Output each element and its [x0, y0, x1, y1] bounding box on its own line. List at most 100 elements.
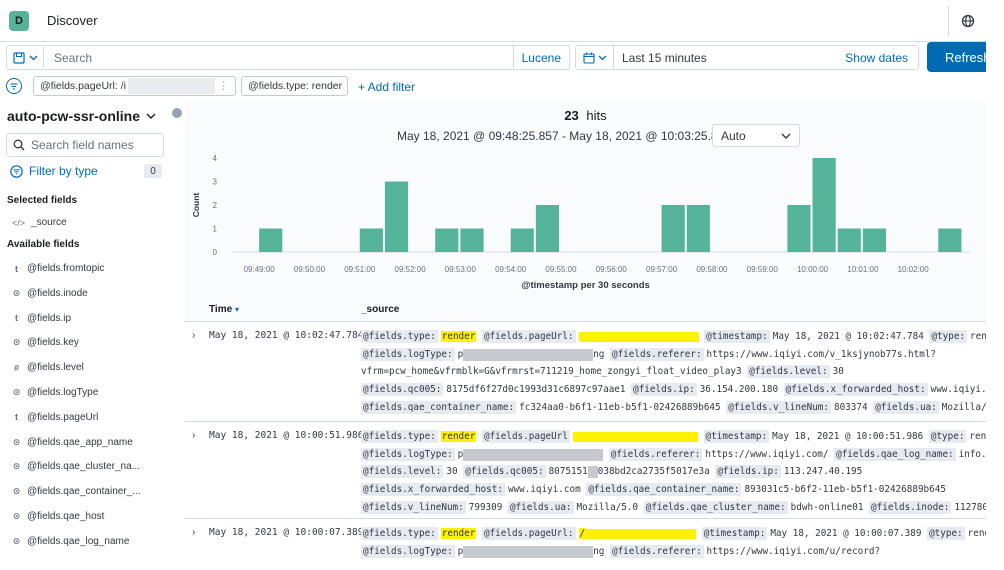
histogram-bar[interactable]: [938, 228, 962, 253]
field-item[interactable]: ⊙ @fields.qae_cluster_na...: [12, 461, 140, 472]
selected-fields-title: Selected fields: [7, 195, 78, 206]
collapse-sidebar-icon[interactable]: [172, 108, 182, 118]
filter-by-type-label: Filter by type: [29, 164, 98, 178]
y-tick-label: 4: [213, 154, 218, 163]
interval-select[interactable]: Auto: [712, 124, 800, 147]
field-name: @fields.level: [27, 362, 84, 374]
field-name: @fields.pageUrl: [27, 411, 99, 423]
add-filter-button[interactable]: + Add filter: [358, 80, 416, 94]
search-input[interactable]: [54, 50, 514, 65]
y-axis-label: Count: [191, 193, 201, 218]
histogram-bar[interactable]: [787, 205, 811, 252]
field-type-code-icon: </>: [12, 217, 26, 228]
field-key: @fields.ip:: [631, 383, 697, 396]
quick-select-button[interactable]: [576, 46, 614, 69]
interval-value: Auto: [721, 128, 746, 143]
time-column-header[interactable]: Time ▾: [209, 304, 239, 315]
top-header: D Discover: [0, 0, 986, 42]
field-sidebar: auto-pcw-ssr-online Filter by type 0 Sel…: [0, 100, 185, 570]
field-key: @timestamp:: [701, 527, 768, 540]
histogram-bar[interactable]: [686, 205, 710, 252]
field-value: 36.154.200.180: [699, 384, 779, 395]
field-value: Mozilla/5.0: [941, 402, 986, 413]
x-tick-label: 09:55:00: [545, 265, 577, 274]
field-item[interactable]: ⊙ @fields.inode: [12, 288, 88, 299]
field-value-highlight: render: [440, 528, 477, 539]
chart-x-axis-label: @timestamp per 30 seconds: [521, 280, 650, 291]
field-item[interactable]: t @fields.fromtopic: [12, 263, 104, 274]
source-line: @fields.v_lineNum: 799309 @fields.ua: Mozi…: [361, 501, 986, 515]
field-type-icon: ⊙: [12, 337, 21, 348]
histogram-bar[interactable]: [359, 228, 383, 253]
filter-pill-type[interactable]: @fields.type: render ×: [241, 76, 348, 96]
field-item[interactable]: ⊙ @fields.qae_container_...: [12, 486, 141, 497]
histogram-bar[interactable]: [812, 158, 836, 252]
row-timestamp: May 18, 2021 @ 10:00:07.389: [209, 527, 364, 538]
filter-options-button[interactable]: [6, 78, 22, 94]
help-menu-button[interactable]: [948, 6, 986, 36]
show-dates-link[interactable]: Show dates: [845, 50, 908, 65]
field-key: @type:: [928, 430, 967, 443]
expand-row-icon[interactable]: ›: [192, 330, 196, 341]
histogram-bar[interactable]: [661, 205, 685, 252]
source-line: @fields.level: 30 @fields.qc005: 8075151 03…: [361, 465, 986, 479]
redacted-region: [578, 331, 699, 342]
field-item[interactable]: t @fields.pageUrl: [12, 412, 98, 423]
field-item[interactable]: ⊙ @fields.qae_log_name: [12, 536, 130, 547]
redacted-region: [587, 465, 598, 478]
x-tick-label: 10:00:00: [797, 265, 829, 274]
field-search-input[interactable]: [31, 138, 161, 152]
field-item[interactable]: t @fields.ip: [12, 313, 71, 324]
field-value: 30: [446, 466, 458, 477]
x-tick-label: 09:56:00: [596, 265, 628, 274]
saved-query-button[interactable]: [6, 45, 44, 70]
histogram-bar[interactable]: [510, 228, 534, 253]
filter-by-type-button[interactable]: Filter by type: [10, 164, 98, 178]
field-value: 113.247.40.195: [783, 466, 863, 477]
field-value: render: [970, 331, 986, 342]
time-range-label[interactable]: Last 15 minutes: [622, 50, 707, 65]
field-item[interactable]: # @fields.level: [12, 362, 84, 373]
histogram-bar[interactable]: [862, 228, 886, 253]
field-value: fc324aa0-b6f1-11eb-b5f1-02426889b645: [519, 402, 721, 413]
field-item[interactable]: ⊙ @fields.key: [12, 337, 79, 348]
field-item-source[interactable]: </> _source: [12, 217, 67, 228]
histogram-bar[interactable]: [259, 228, 283, 253]
redacted-region: [463, 545, 594, 558]
source-line: @fields.type: render @fields.pageUrl: / @t…: [361, 527, 986, 541]
window-edge: [986, 0, 1004, 570]
query-language-button[interactable]: Lucene: [512, 46, 569, 69]
field-name: @fields.qae_app_name: [27, 436, 133, 448]
table-row[interactable]: › May 18, 2021 @ 10:00:07.389 @fields.ty…: [185, 519, 986, 570]
histogram-bar[interactable]: [535, 205, 559, 252]
expand-row-icon[interactable]: ›: [192, 430, 196, 441]
field-item[interactable]: ⊙ @fields.qae_host: [12, 511, 105, 522]
table-row[interactable]: › May 18, 2021 @ 10:00:51.986 @fields.ty…: [185, 422, 986, 519]
refresh-button[interactable]: Refresh: [927, 42, 986, 72]
app-badge[interactable]: D: [9, 10, 29, 31]
index-pattern-selector[interactable]: auto-pcw-ssr-online: [7, 108, 156, 124]
index-pattern-name: auto-pcw-ssr-online: [7, 108, 141, 124]
field-item[interactable]: ⊙ @fields.logType: [12, 387, 99, 398]
filter-pill-page-url[interactable]: @fields.pageUrl: /i ⋮: [33, 76, 236, 96]
field-value: info.log: [958, 449, 986, 460]
redacted-region: [572, 431, 698, 442]
field-key: @fields.level:: [747, 365, 830, 378]
date-picker: Last 15 minutes Show dates: [575, 45, 919, 70]
field-key: @fields.type:: [361, 330, 438, 343]
field-key: @type:: [929, 330, 968, 343]
source-line: @fields.logType: p ng @fields.referer: http…: [361, 348, 986, 362]
histogram-bar[interactable]: [460, 228, 484, 253]
field-value: render: [967, 528, 986, 539]
histogram-bar[interactable]: [384, 181, 409, 253]
filter-icon: [10, 82, 18, 90]
expand-row-icon[interactable]: ›: [192, 527, 196, 538]
histogram-bar[interactable]: [837, 228, 861, 253]
histogram-bar[interactable]: [435, 228, 459, 253]
field-item[interactable]: ⊙ @fields.qae_app_name: [12, 437, 133, 448]
field-type-icon: t: [15, 412, 18, 423]
field-value: https://www.iqiyi.com/v_1ksjynob77s.html…: [706, 349, 937, 360]
x-tick-label: 09:57:00: [646, 265, 678, 274]
time-range-text: May 18, 2021 @ 09:48:25.857 - May 18, 20…: [397, 129, 747, 143]
table-row[interactable]: › May 18, 2021 @ 10:02:47.784 @fields.ty…: [185, 322, 986, 422]
